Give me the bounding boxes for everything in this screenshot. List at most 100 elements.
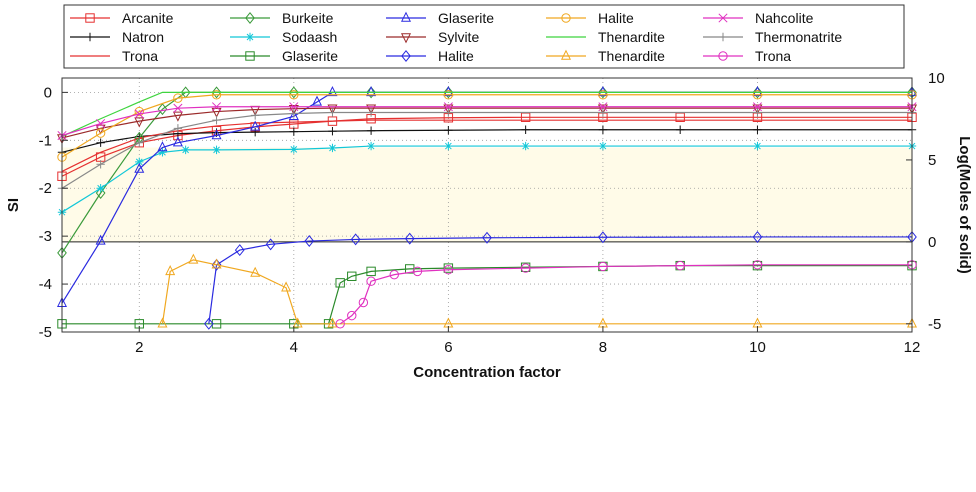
legend-label: Glaserite [438,10,494,26]
x-tick-label: 2 [135,339,143,356]
legend-swatch-marker [400,33,412,44]
data-point [211,258,222,271]
data-point [752,86,763,99]
data-point [173,103,183,113]
legend-item: Arcanite [70,10,174,26]
data-point [350,233,361,246]
legend-swatch-marker [245,32,255,42]
legend-box [63,4,905,69]
data-point [482,231,492,244]
data-point [289,127,299,136]
data-point [135,157,144,167]
data-point [675,125,685,134]
series-sodaash-left [57,141,917,217]
legend-swatch-marker [560,49,572,60]
data-point [327,317,338,328]
legend-label: Thermonatrite [755,29,842,45]
data-point [172,111,183,122]
legend-swatch-marker [401,50,411,62]
data-point [289,90,299,100]
data-point [250,266,261,277]
data-point [181,145,190,155]
data-point [157,103,168,116]
legend-label: Burkeite [282,10,334,26]
data-point [598,231,608,244]
data-point [598,125,608,134]
data-point [96,160,105,169]
data-point [598,261,608,272]
data-point [292,317,303,328]
data-point [753,141,762,151]
data-point [211,129,222,140]
x-tick-label: 12 [904,339,921,356]
legend-item: Halite [386,48,474,64]
legend-swatch-marker [85,13,95,23]
data-point [328,126,337,136]
series-line [339,264,912,325]
plot-shading [62,147,912,242]
y-tick-label: -2 [39,180,52,197]
data-point [165,265,176,276]
data-point [366,108,376,117]
series-trona-left [61,119,912,172]
series-line [61,91,912,138]
series-trona-right [335,260,917,329]
data-point [675,260,685,271]
data-point [211,258,222,269]
legend-label: Halite [438,48,474,64]
legend-label: Sodaash [282,29,337,45]
data-point [289,102,299,112]
legend-swatch-marker [400,11,412,22]
legend-label: Trona [755,48,791,64]
legend-item: Glaserite [386,10,494,26]
data-point [444,108,453,117]
y-tick-label: -3 [39,228,52,245]
series-line [61,94,912,158]
data-point [443,90,454,100]
y-tick-label: 0 [44,84,52,101]
y-tick-label: -5 [39,324,52,341]
x-tick-label: 8 [599,339,607,356]
legend-swatch-marker [245,51,255,61]
data-point [134,106,144,117]
legend-item: Thermonatrite [703,29,842,45]
x-tick-label: 4 [290,339,298,356]
legend-item: Halite [546,10,634,26]
data-point [366,86,377,97]
data-point [752,260,763,270]
data-point [288,104,299,115]
legend-item: Trona [703,48,791,64]
data-point [288,86,299,99]
data-point [173,124,183,133]
data-point [134,162,145,173]
data-point [157,317,168,328]
legend-swatch-marker [718,32,728,42]
series-nahcolite-left [57,102,917,141]
data-point [250,111,260,120]
legend-item: Thenardite [546,48,665,64]
data-point [96,118,106,129]
data-point [598,141,608,151]
data-point [172,136,183,147]
data-point [521,125,530,134]
data-point [412,266,423,277]
series-line [61,106,912,137]
y2-tick-label: 0 [928,234,936,251]
legend-label: Glaserite [282,48,338,64]
plot-frame [61,77,913,333]
axis-ticks: 2 4 6 8 10 12 0 -1 -2 -3 -4 -5 10 5 0 -5 [39,70,945,356]
series-line [208,236,912,324]
data-point [347,271,357,281]
legend-swatch-marker [718,51,728,61]
x-tick-label: 6 [444,339,452,356]
data-point [335,278,345,288]
data-point [328,108,337,117]
legend-label: Sylvite [438,29,479,45]
data-point [234,244,245,257]
data-point [211,102,222,112]
legend-label: Thenardite [598,29,665,45]
legend-item: Natron [70,29,164,45]
data-point [366,141,376,151]
series-line [61,107,912,139]
data-point [250,127,260,137]
